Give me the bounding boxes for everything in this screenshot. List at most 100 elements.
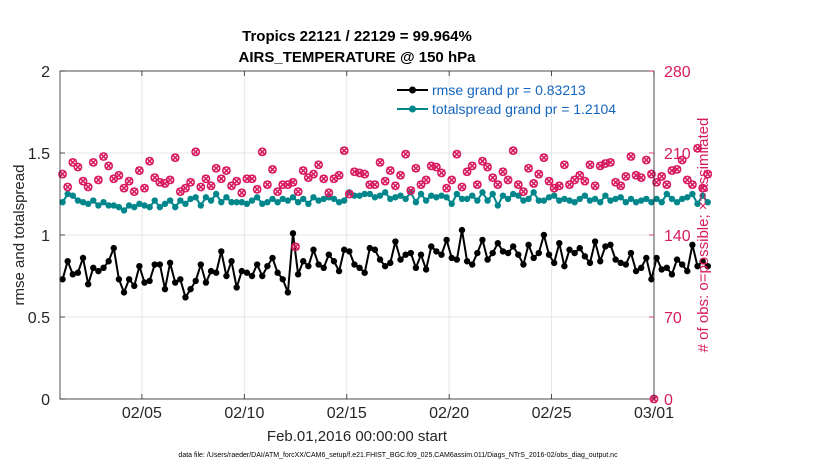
data-point-assimilated: [212, 164, 220, 172]
data-point-possible: [196, 182, 206, 192]
data-point-rmse: [387, 259, 394, 267]
y-tick-label-left: 2: [41, 64, 50, 81]
data-point-rmse: [100, 264, 107, 271]
data-point-totalspread: [248, 197, 256, 204]
data-point-possible: [513, 180, 523, 190]
x-tick-label: 02/20: [429, 405, 469, 422]
data-point-totalspread: [182, 200, 189, 208]
data-point-rmse: [463, 258, 471, 265]
data-point-assimilated: [289, 178, 297, 187]
data-point-rmse: [653, 254, 660, 262]
data-point-totalspread: [212, 190, 220, 198]
data-point-possible: [447, 175, 457, 185]
data-point-assimilated: [483, 163, 492, 171]
data-point-totalspread: [64, 190, 71, 198]
data-point-totalspread: [566, 197, 573, 204]
data-point-assimilated: [79, 177, 87, 185]
data-point-rmse: [330, 258, 338, 265]
data-point-assimilated: [524, 164, 533, 172]
data-point-possible: [580, 176, 590, 186]
data-point-totalspread: [586, 197, 594, 204]
data-point-totalspread: [74, 197, 82, 204]
data-point-possible: [58, 169, 67, 179]
data-point-possible: [119, 183, 129, 193]
data-point-possible: [242, 174, 252, 184]
data-point-assimilated: [145, 157, 154, 165]
data-point-totalspread: [141, 202, 148, 209]
data-point-possible: [206, 181, 216, 191]
data-point-rmse: [325, 251, 333, 258]
data-point-totalspread: [576, 195, 583, 203]
data-point-assimilated: [319, 175, 328, 183]
data-point-possible: [298, 166, 308, 175]
data-point-possible: [396, 170, 405, 180]
y-tick-label-right: 140: [664, 228, 691, 245]
data-point-assimilated: [488, 173, 497, 182]
y-axis-label-left: rmse and totalspread: [11, 165, 28, 306]
data-point-possible: [324, 188, 334, 198]
data-point-assimilated: [125, 177, 133, 185]
data-point-rmse: [622, 261, 630, 268]
data-point-assimilated: [678, 156, 686, 164]
data-point-totalspread: [663, 190, 671, 198]
data-point-totalspread: [530, 189, 537, 196]
data-point-totalspread: [253, 194, 261, 201]
data-point-totalspread: [443, 194, 450, 201]
data-point-assimilated: [632, 171, 640, 180]
data-point-rmse: [540, 231, 548, 239]
data-point-rmse: [597, 258, 604, 265]
data-point-assimilated: [294, 187, 302, 196]
data-point-rmse: [648, 276, 655, 283]
data-point-totalspread: [668, 195, 676, 203]
data-point-possible: [421, 175, 431, 185]
data-point-assimilated: [396, 171, 405, 180]
data-point-assimilated: [340, 146, 348, 155]
data-point-possible: [590, 181, 600, 191]
data-point-rmse: [617, 259, 624, 267]
data-point-possible: [647, 169, 656, 179]
data-point-possible: [457, 182, 467, 192]
data-point-totalspread: [218, 199, 225, 206]
data-point-assimilated: [309, 170, 318, 178]
data-point-rmse: [494, 240, 502, 247]
legend-spread-label: totalspread grand pr = 1.2104: [432, 101, 616, 117]
data-point-totalspread: [228, 199, 235, 206]
data-point-possible: [129, 187, 139, 197]
data-point-assimilated: [58, 170, 67, 178]
data-point-possible: [319, 174, 329, 184]
data-point-rmse: [612, 256, 619, 263]
data-point-possible: [565, 180, 574, 190]
data-point-totalspread: [545, 194, 553, 201]
data-point-totalspread: [433, 194, 440, 201]
data-point-possible: [688, 180, 697, 190]
data-point-assimilated: [412, 164, 420, 172]
data-point-assimilated: [84, 183, 92, 191]
data-point-rmse: [192, 277, 199, 285]
data-point-assimilated: [514, 180, 523, 189]
data-point-totalspread: [100, 199, 107, 206]
data-point-totalspread: [607, 197, 614, 204]
x-tick-label: 02/10: [224, 405, 264, 422]
data-point-rmse: [166, 259, 174, 267]
data-point-possible: [524, 163, 533, 173]
data-point-rmse: [602, 243, 609, 250]
data-point-totalspread: [366, 190, 374, 198]
data-point-assimilated: [560, 160, 569, 169]
data-point-rmse: [684, 267, 691, 275]
data-point-rmse: [407, 249, 414, 257]
data-point-totalspread: [315, 197, 322, 204]
data-point-assimilated: [673, 165, 681, 174]
data-point-assimilated: [273, 187, 282, 196]
data-point-rmse: [474, 249, 481, 257]
x-tick-label: 03/01: [634, 405, 674, 422]
data-point-rmse: [397, 256, 404, 263]
data-point-possible: [186, 177, 195, 187]
data-point-totalspread: [289, 194, 297, 201]
data-point-rmse: [428, 243, 435, 250]
data-point-rmse: [95, 267, 102, 275]
data-point-assimilated: [140, 184, 149, 192]
data-point-rmse: [581, 253, 589, 260]
data-point-totalspread: [300, 195, 307, 203]
data-point-totalspread: [115, 203, 123, 211]
data-point-rmse: [607, 241, 614, 249]
